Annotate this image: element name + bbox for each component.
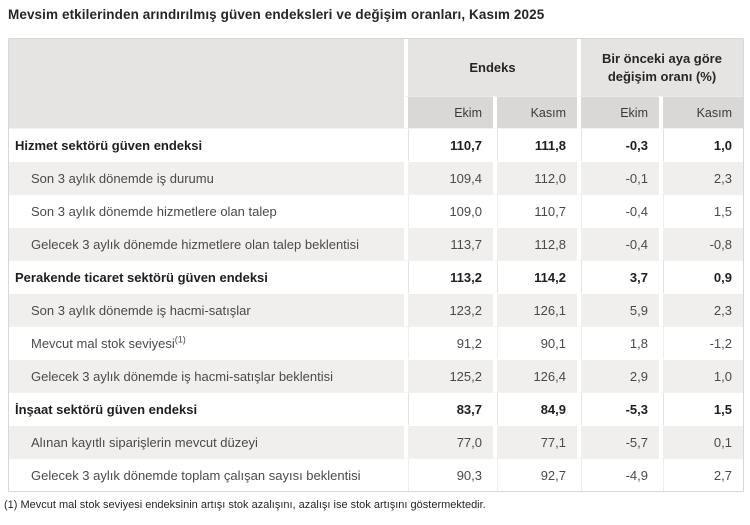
row-value: 109,0 — [404, 194, 493, 227]
row-label: Gelecek 3 aylık dönemde toplam çalışan s… — [9, 458, 404, 491]
row-value: -0,4 — [577, 227, 659, 260]
column-group-monthly-change: Bir önceki aya göre değişim oranı (%) — [577, 39, 743, 96]
row-value: 110,7 — [493, 194, 577, 227]
confidence-index-table: Endeks Bir önceki aya göre değişim oranı… — [8, 38, 744, 492]
row-label: Son 3 aylık dönemde iş hacmi-satışlar — [9, 293, 404, 326]
row-value: 113,2 — [404, 260, 493, 293]
row-label: Mevcut mal stok seviyesi(1) — [9, 326, 404, 359]
row-value: 90,3 — [404, 458, 493, 491]
subheader-change-kasim: Kasım — [659, 96, 743, 128]
row-label-text: Mevcut mal stok seviyesi — [31, 335, 175, 351]
row-value: 1,5 — [659, 392, 743, 425]
row-value: 77,1 — [493, 425, 577, 458]
corner-cell — [9, 39, 404, 128]
row-value: 2,7 — [659, 458, 743, 491]
table-row-section: Hizmet sektörü güven endeksi 110,7 111,8… — [9, 128, 743, 161]
table-row: Mevcut mal stok seviyesi(1) 91,2 90,1 1,… — [9, 326, 743, 359]
table-row: Alınan kayıtlı siparişlerin mevcut düzey… — [9, 425, 743, 458]
subheader-endeks-ekim: Ekim — [404, 96, 493, 128]
table-row-section: Perakende ticaret sektörü güven endeksi … — [9, 260, 743, 293]
table-row: Gelecek 3 aylık dönemde iş hacmi-satışla… — [9, 359, 743, 392]
subheader-endeks-kasim: Kasım — [493, 96, 577, 128]
sub-header-row: Ekim Kasım Ekim Kasım — [9, 96, 743, 128]
row-label: Alınan kayıtlı siparişlerin mevcut düzey… — [9, 425, 404, 458]
group-header-row: Endeks Bir önceki aya göre değişim oranı… — [9, 39, 743, 128]
row-value: 0,9 — [659, 260, 743, 293]
row-value: 125,2 — [404, 359, 493, 392]
row-value: 112,8 — [493, 227, 577, 260]
row-value: 1,0 — [659, 128, 743, 161]
row-value: 1,0 — [659, 359, 743, 392]
row-value: 110,7 — [404, 128, 493, 161]
table-row: Gelecek 3 aylık dönemde toplam çalışan s… — [9, 458, 743, 491]
row-label: Son 3 aylık dönemde hizmetlere olan tale… — [9, 194, 404, 227]
table-row: Son 3 aylık dönemde iş hacmi-satışlar 12… — [9, 293, 743, 326]
row-value: 77,0 — [404, 425, 493, 458]
row-value: -4,9 — [577, 458, 659, 491]
row-value: 0,1 — [659, 425, 743, 458]
row-value: -0,3 — [577, 128, 659, 161]
footnote-marker: (1) — [174, 334, 186, 345]
column-group-endeks: Endeks — [404, 39, 577, 96]
row-value: 92,7 — [493, 458, 577, 491]
row-value: -5,7 — [577, 425, 659, 458]
row-value: 1,5 — [659, 194, 743, 227]
footnote: (1) Mevcut mal stok seviyesi endeksinin … — [4, 499, 486, 511]
row-value: 2,3 — [659, 293, 743, 326]
row-value: 3,7 — [577, 260, 659, 293]
page: Mevsim etkilerinden arındırılmış güven e… — [0, 7, 750, 525]
page-title: Mevsim etkilerinden arındırılmış güven e… — [8, 7, 545, 22]
row-value: 109,4 — [404, 161, 493, 194]
table-row: Son 3 aylık dönemde hizmetlere olan tale… — [9, 194, 743, 227]
row-value: 83,7 — [404, 392, 493, 425]
subheader-change-ekim: Ekim — [577, 96, 659, 128]
table-row: Son 3 aylık dönemde iş durumu 109,4 112,… — [9, 161, 743, 194]
row-value: -0,1 — [577, 161, 659, 194]
row-label: İnşaat sektörü güven endeksi — [9, 392, 404, 425]
row-label: Gelecek 3 aylık dönemde hizmetlere olan … — [9, 227, 404, 260]
row-label: Perakende ticaret sektörü güven endeksi — [9, 260, 404, 293]
row-value: 84,9 — [493, 392, 577, 425]
row-value: 2,9 — [577, 359, 659, 392]
row-value: 5,9 — [577, 293, 659, 326]
row-value: -5,3 — [577, 392, 659, 425]
row-value: 126,1 — [493, 293, 577, 326]
row-value: 114,2 — [493, 260, 577, 293]
row-value: 126,4 — [493, 359, 577, 392]
row-value: 123,2 — [404, 293, 493, 326]
row-value: 111,8 — [493, 128, 577, 161]
row-value: -0,4 — [577, 194, 659, 227]
row-value: 112,0 — [493, 161, 577, 194]
table-row-section: İnşaat sektörü güven endeksi 83,7 84,9 -… — [9, 392, 743, 425]
row-value: 91,2 — [404, 326, 493, 359]
row-value: 2,3 — [659, 161, 743, 194]
row-value: 90,1 — [493, 326, 577, 359]
row-value: -0,8 — [659, 227, 743, 260]
row-label: Son 3 aylık dönemde iş durumu — [9, 161, 404, 194]
row-value: 113,7 — [404, 227, 493, 260]
row-label: Gelecek 3 aylık dönemde iş hacmi-satışla… — [9, 359, 404, 392]
row-value: -1,2 — [659, 326, 743, 359]
row-value: 1,8 — [577, 326, 659, 359]
table-row: Gelecek 3 aylık dönemde hizmetlere olan … — [9, 227, 743, 260]
row-label: Hizmet sektörü güven endeksi — [9, 128, 404, 161]
